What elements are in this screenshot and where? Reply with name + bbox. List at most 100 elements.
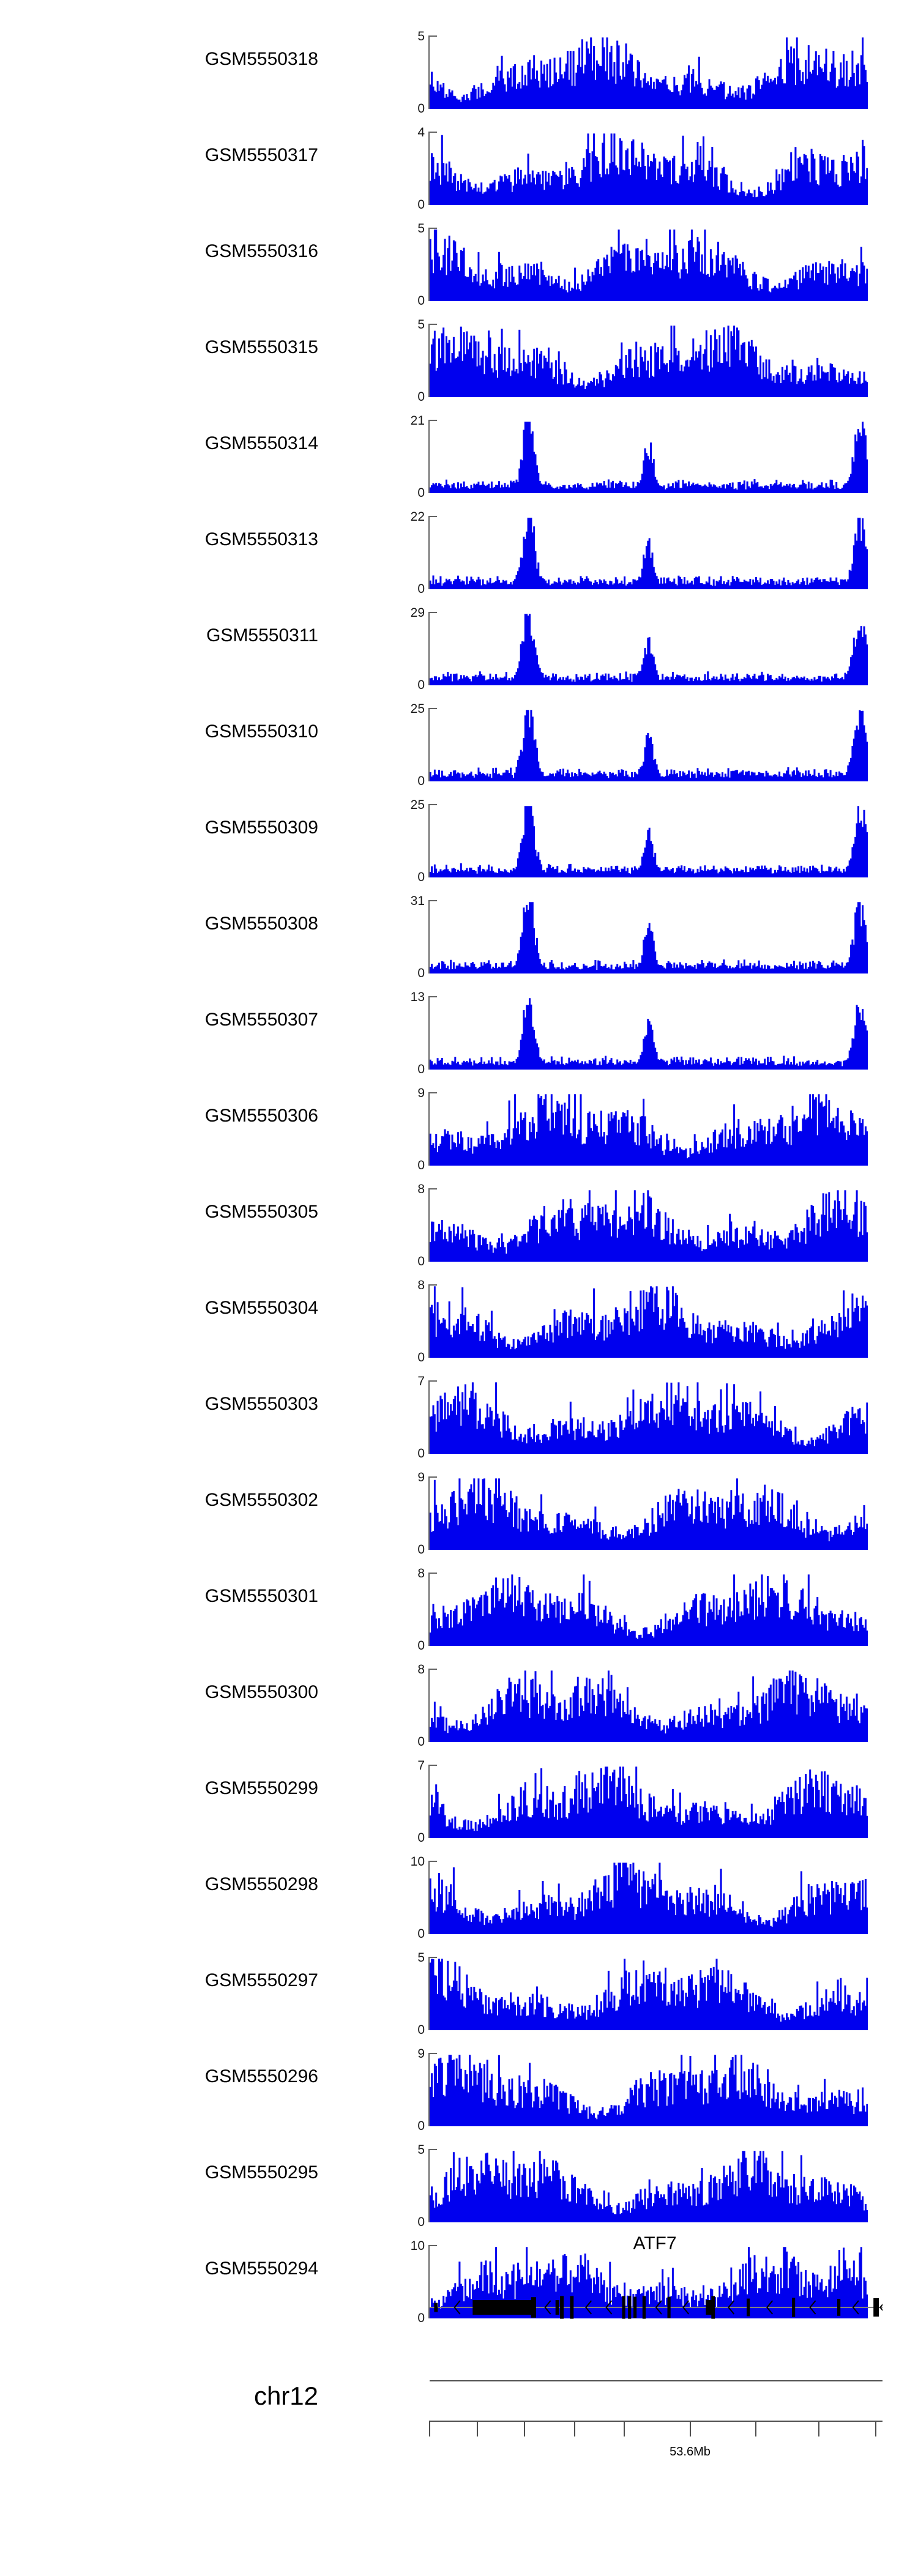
coverage-area[interactable]: [430, 1957, 868, 2030]
coverage-track[interactable]: GSM5550314 21 0: [0, 403, 918, 499]
track-sample-label: GSM5550308: [204, 914, 318, 934]
track-axis: 21 0: [411, 403, 881, 499]
track-sample-label: GSM5550306: [204, 1106, 318, 1126]
y-axis-label-max: 29: [410, 606, 425, 620]
coverage-track[interactable]: GSM5550311 29 0: [0, 595, 918, 691]
track-sample-label: GSM5550311: [206, 625, 318, 646]
coverage-area[interactable]: [430, 2149, 868, 2222]
y-axis-line: [428, 1669, 430, 1742]
ruler-tick: [875, 2421, 876, 2436]
coverage-area[interactable]: [430, 1188, 868, 1262]
coverage-area[interactable]: [430, 516, 868, 589]
coverage-track[interactable]: GSM5550309 25 0: [0, 787, 918, 884]
y-axis-tick-max: [428, 804, 437, 805]
y-axis-line: [428, 1765, 430, 1838]
coverage-area[interactable]: [430, 804, 868, 877]
coverage-track[interactable]: GSM5550316 5 0: [0, 210, 918, 307]
coverage-area[interactable]: [430, 1669, 868, 1742]
y-axis-line: [428, 900, 430, 973]
coverage-area[interactable]: [430, 228, 868, 301]
ideogram-bar[interactable]: [430, 2380, 883, 2422]
y-axis-label-max: 10: [410, 2239, 425, 2253]
coverage-area[interactable]: [430, 1092, 868, 1166]
track-sample-label: GSM5550299: [204, 1778, 318, 1798]
y-axis-label-min: 0: [417, 1735, 425, 1749]
coverage-track[interactable]: GSM5550294 10 0: [0, 2228, 918, 2325]
coverage-track[interactable]: GSM5550308 31 0: [0, 883, 918, 980]
y-axis-label-max: 22: [410, 510, 425, 524]
y-axis-tick-max: [428, 420, 437, 421]
y-axis-label-min: 0: [417, 1446, 425, 1461]
coverage-track[interactable]: GSM5550306 9 0: [0, 1075, 918, 1172]
y-axis-label-min: 0: [417, 102, 425, 116]
track-axis: 10 0: [411, 1844, 881, 1940]
coverage-area[interactable]: [430, 1284, 868, 1358]
coverage-area[interactable]: [430, 2245, 868, 2318]
coverage-track[interactable]: GSM5550305 8 0: [0, 1171, 918, 1268]
coverage-area[interactable]: [430, 900, 868, 973]
coverage-track[interactable]: GSM5550295 5 0: [0, 2132, 918, 2228]
coverage-area[interactable]: [430, 132, 868, 205]
track-axis: 29 0: [411, 595, 881, 691]
track-sample-label: GSM5550315: [204, 337, 318, 357]
coverage-area[interactable]: [430, 1573, 868, 1646]
y-axis-line: [428, 708, 430, 781]
coverage-area[interactable]: [430, 996, 868, 1070]
coverage-area[interactable]: [430, 612, 868, 685]
coverage-track[interactable]: GSM5550307 13 0: [0, 979, 918, 1076]
y-axis-label-min: 0: [417, 1927, 425, 1941]
coverage-area[interactable]: [430, 1476, 868, 1550]
track-axis: 13 0: [411, 979, 881, 1076]
y-axis-line: [428, 1284, 430, 1358]
y-axis-label-max: 31: [410, 894, 425, 908]
coordinate-ruler[interactable]: 53.6Mb: [429, 2421, 883, 2476]
y-axis-line: [428, 420, 430, 493]
coverage-area[interactable]: [430, 1765, 868, 1838]
y-axis-tick-max: [428, 1092, 437, 1093]
track-sample-label: GSM5550310: [204, 721, 318, 742]
coverage-track[interactable]: GSM5550301 8 0: [0, 1555, 918, 1652]
coverage-track[interactable]: GSM5550315 5 0: [0, 307, 918, 403]
y-axis-label-min: 0: [417, 678, 425, 692]
coverage-track[interactable]: GSM5550296 9 0: [0, 2036, 918, 2132]
track-sample-label: GSM5550297: [204, 1970, 318, 1990]
track-sample-label: GSM5550316: [204, 241, 318, 261]
coverage-area[interactable]: [430, 420, 868, 493]
y-axis-label-min: 0: [417, 1543, 425, 1557]
y-axis-label-min: 0: [417, 582, 425, 596]
y-axis-tick-max: [428, 324, 437, 325]
coverage-track[interactable]: GSM5550298 10 0: [0, 1844, 918, 1940]
coverage-track[interactable]: GSM5550313 22 0: [0, 499, 918, 595]
coverage-track[interactable]: GSM5550317 4 0: [0, 114, 918, 211]
coverage-track[interactable]: GSM5550310 25 0: [0, 691, 918, 787]
y-axis-label-min: 0: [417, 1350, 425, 1364]
coverage-track[interactable]: GSM5550302 9 0: [0, 1459, 918, 1557]
coverage-track[interactable]: GSM5550303 7 0: [0, 1363, 918, 1461]
coverage-area[interactable]: [430, 1861, 868, 1934]
ideogram-edge-top: [430, 2380, 883, 2381]
coverage-track[interactable]: GSM5550300 8 0: [0, 1651, 918, 1748]
coverage-area[interactable]: [430, 35, 868, 109]
y-axis-line: [428, 996, 430, 1070]
coverage-area[interactable]: [430, 708, 868, 781]
coverage-area[interactable]: [430, 324, 868, 397]
y-axis-tick-max: [428, 2149, 437, 2150]
coverage-track[interactable]: GSM5550318 5 0: [0, 18, 918, 115]
coverage-track[interactable]: GSM5550304 8 0: [0, 1267, 918, 1364]
gene-model-track[interactable]: [430, 2279, 883, 2322]
coverage-area[interactable]: [430, 1380, 868, 1454]
y-axis-label-min: 0: [417, 2311, 425, 2325]
coverage-track[interactable]: GSM5550297 5 0: [0, 1940, 918, 2036]
y-axis-label-max: 9: [417, 1086, 425, 1100]
y-axis-label-min: 0: [417, 1062, 425, 1076]
y-axis-line: [428, 516, 430, 589]
coverage-area[interactable]: [430, 2053, 868, 2126]
track-sample-label: GSM5550295: [204, 2162, 318, 2183]
y-axis-label-min: 0: [417, 2215, 425, 2229]
coverage-track[interactable]: GSM5550299 7 0: [0, 1748, 918, 1844]
